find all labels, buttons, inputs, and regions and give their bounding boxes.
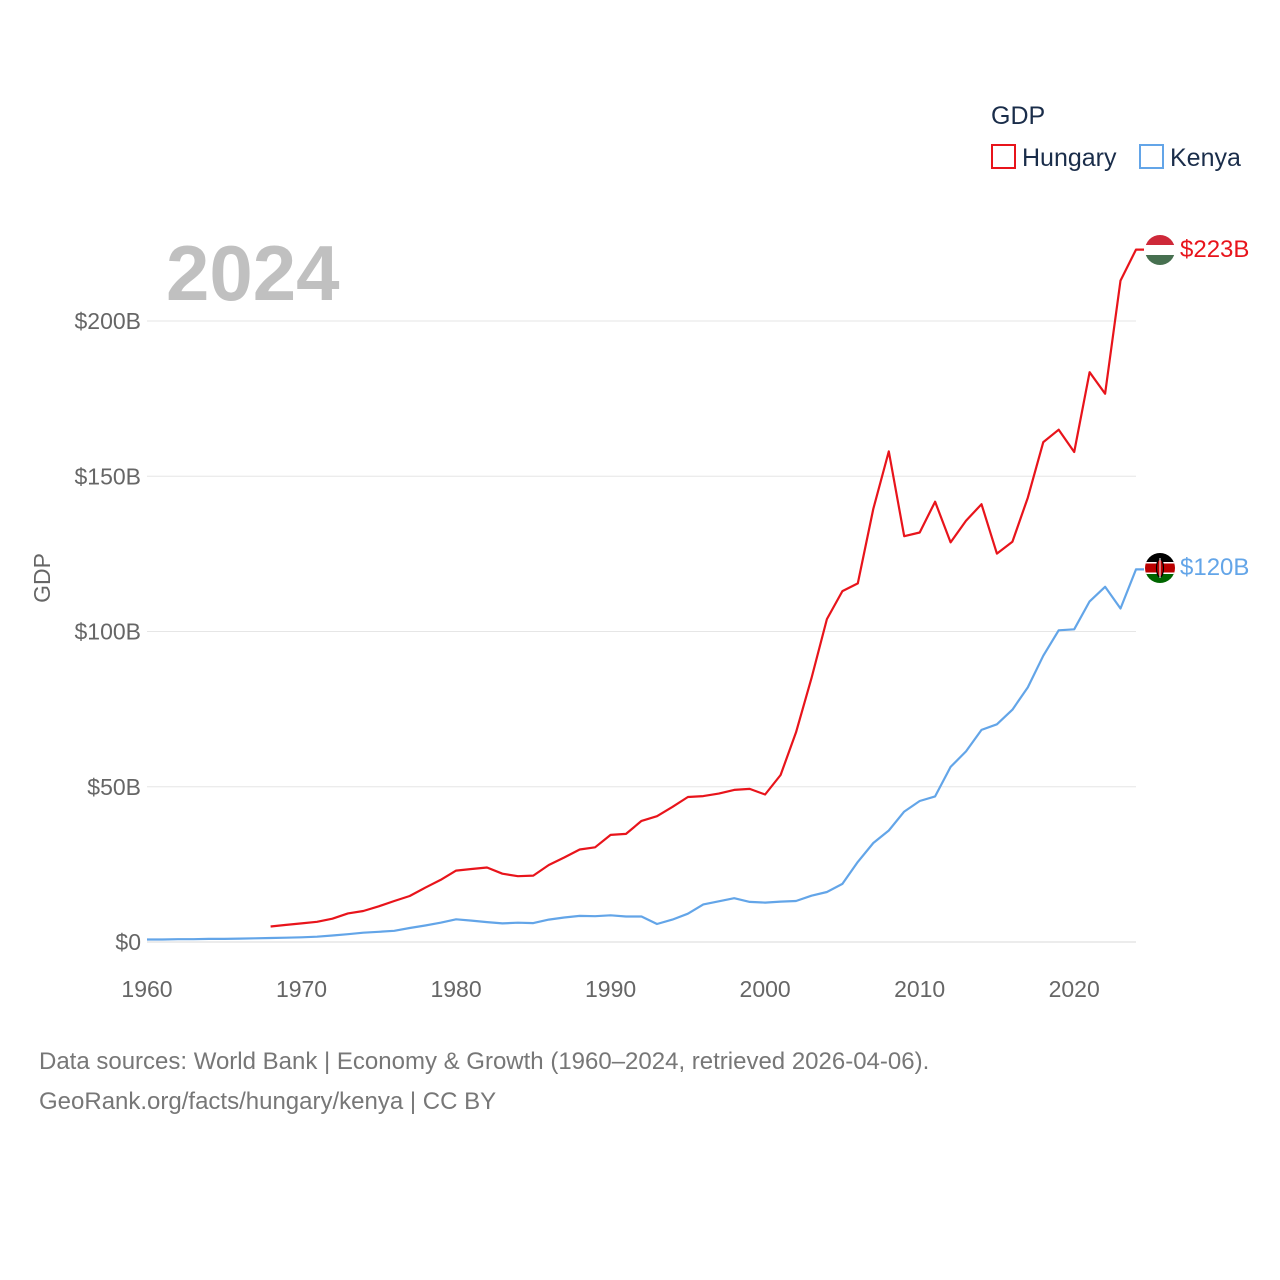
x-tick-label: 1960 <box>121 976 172 1002</box>
y-axis-label: GDP <box>29 553 55 603</box>
series-line-kenya <box>147 568 1144 941</box>
y-tick-label: $150B <box>74 463 141 489</box>
y-tick-label: $50B <box>87 774 141 800</box>
y-tick-label: $100B <box>74 619 141 645</box>
footer-source-line: Data sources: World Bank | Economy & Gro… <box>39 1048 930 1075</box>
series-lines <box>147 248 1144 941</box>
x-tick-label: 2010 <box>894 976 945 1002</box>
legend-label-hungary: Hungary <box>1022 144 1117 172</box>
legend-item-kenya[interactable]: Kenya <box>1139 144 1241 172</box>
y-tick-label: $200B <box>74 308 141 334</box>
x-tick-label: 2020 <box>1049 976 1100 1002</box>
y-tick-label: $0 <box>115 929 141 955</box>
x-tick-label: 1980 <box>430 976 481 1002</box>
end-label-kenya: $120B <box>1180 554 1249 581</box>
x-tick-label: 1990 <box>585 976 636 1002</box>
x-tick-label: 2000 <box>740 976 791 1002</box>
legend-item-hungary[interactable]: Hungary <box>991 144 1117 172</box>
legend-title: GDP <box>991 102 1045 130</box>
legend-label-kenya: Kenya <box>1170 144 1241 172</box>
x-tick-label: 1970 <box>276 976 327 1002</box>
gdp-line-chart: $0 $50B $100B $150B $200B 1960 1970 1980 1990 20… <box>29 102 1249 1002</box>
end-label-hungary: $223B <box>1180 236 1249 263</box>
kenya-flag-icon <box>1145 553 1175 583</box>
legend-swatch-hungary <box>991 144 1016 169</box>
y-axis-ticks: $0 $50B $100B $150B $200B <box>74 308 141 955</box>
series-line-hungary <box>270 248 1144 928</box>
legend-swatch-kenya <box>1139 144 1164 169</box>
hungary-flag-icon <box>1145 235 1175 265</box>
legend: GDP Hungary Kenya <box>991 102 1241 172</box>
gridlines <box>147 320 1136 943</box>
x-axis-ticks: 1960 1970 1980 1990 2000 2010 2020 <box>121 976 1099 1002</box>
data-source-footer: Data sources: World Bank | Economy & Gro… <box>39 1042 1239 1122</box>
footer-credit-line[interactable]: GeoRank.org/facts/hungary/kenya | CC BY <box>39 1088 497 1115</box>
year-label: 2024 <box>166 229 340 317</box>
